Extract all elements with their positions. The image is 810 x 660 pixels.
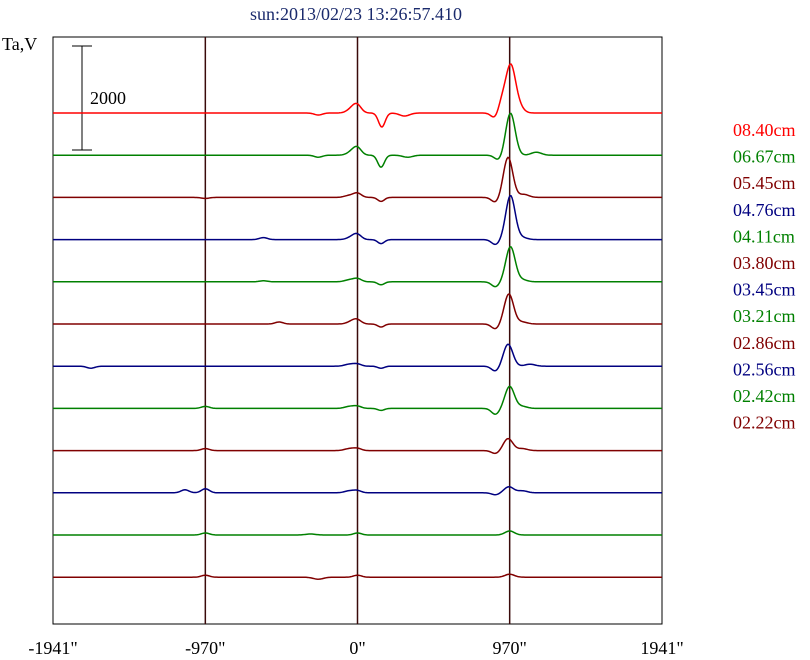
- legend-entry: 05.45cm: [733, 173, 796, 193]
- legend-entry: 03.45cm: [733, 280, 796, 300]
- series-lines: [53, 63, 662, 580]
- legend: 08.40cm 06.67cm 05.45cm 04.76cm 04.11cm 03.80…: [733, 120, 796, 433]
- legend-entry: 06.67cm: [733, 147, 796, 167]
- series-line-04.11cm: [53, 246, 662, 288]
- series-line-03.21cm: [53, 385, 662, 415]
- series-line-02.56cm: [53, 485, 662, 496]
- y-axis-label: Ta,V: [2, 34, 37, 54]
- series-line-02.22cm: [53, 573, 662, 580]
- vertical-lines: [204, 37, 511, 624]
- x-tick-label: 970": [492, 638, 526, 658]
- series-line-05.45cm: [53, 156, 662, 203]
- series-line-03.80cm: [53, 293, 662, 330]
- series-line-04.76cm: [53, 194, 662, 246]
- x-tick-label: 1941": [640, 638, 683, 658]
- legend-entry: 02.56cm: [733, 359, 796, 379]
- x-tick-label: 0": [349, 638, 365, 658]
- scale-bar: 2000: [72, 45, 126, 151]
- legend-entry: 03.80cm: [733, 253, 796, 273]
- scale-bar-label: 2000: [90, 88, 126, 108]
- legend-entry: 04.76cm: [733, 200, 796, 220]
- series-line-08.40cm: [53, 63, 662, 128]
- legend-entry: 08.40cm: [733, 120, 796, 140]
- legend-entry: 02.42cm: [733, 386, 796, 406]
- x-tick-labels: -1941" -970" 0" 970" 1941": [28, 638, 683, 658]
- legend-entry: 04.11cm: [733, 226, 795, 246]
- series-line-06.67cm: [53, 112, 662, 169]
- series-line-02.86cm: [53, 437, 662, 455]
- x-tick-label: -970": [185, 638, 225, 658]
- chart-title: sun:2013/02/23 13:26:57.410: [250, 4, 462, 24]
- series-line-03.45cm: [53, 343, 662, 372]
- legend-entry: 02.22cm: [733, 413, 796, 433]
- legend-entry: 02.86cm: [733, 333, 796, 353]
- series-line-02.42cm: [53, 530, 662, 536]
- legend-entry: 03.21cm: [733, 306, 796, 326]
- x-tick-label: -1941": [28, 638, 77, 658]
